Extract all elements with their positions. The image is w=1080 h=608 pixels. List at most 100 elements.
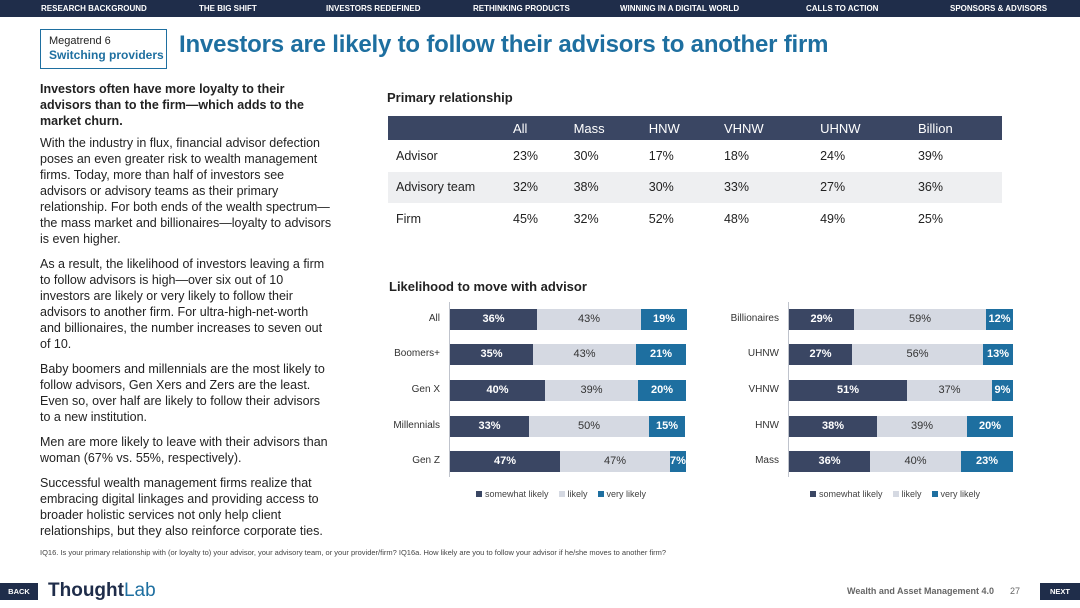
page-number: 27	[1010, 586, 1021, 596]
category-label: Gen Z	[412, 455, 440, 466]
bar-segment-likely: 39%	[545, 380, 638, 401]
megatrend-name: Switching providers	[49, 48, 164, 62]
bar-segment-very-likely: 9%	[992, 380, 1013, 401]
nav-calls-to-action[interactable]: CALLS TO ACTION	[806, 4, 879, 13]
chart-axis-line	[788, 302, 789, 477]
legend-item-somewhat-likely: somewhat likely	[476, 489, 549, 499]
legend-label: somewhat likely	[819, 489, 883, 499]
table-cell: Advisor	[396, 148, 438, 163]
legend-swatch	[810, 491, 816, 497]
table-row: Advisor 23% 30% 17% 18% 24% 39%	[388, 140, 1002, 172]
table-row: Firm 45% 32% 52% 48% 49% 25%	[388, 203, 1002, 235]
logo-text-lab: Lab	[123, 580, 156, 601]
table-cell: Advisory team	[388, 171, 513, 203]
nav-sponsors-advisors[interactable]: SPONSORS & ADVISORS	[950, 4, 1048, 13]
table-cell: 17%	[648, 148, 674, 163]
legend-item-very-likely: very likely	[597, 489, 647, 499]
legend-label: likely	[901, 489, 922, 499]
table-cell: 38%	[573, 171, 649, 203]
bar-segment-likely: 43%	[533, 344, 636, 365]
logo-text-thought: Thought	[48, 580, 124, 601]
category-label: HNW	[755, 420, 779, 431]
nav-research-background[interactable]: RESEARCH BACKGROUND	[41, 4, 147, 13]
table-header-blank	[388, 116, 513, 140]
table-header-mass: Mass	[573, 116, 649, 140]
table-cell: 18%	[723, 148, 749, 163]
table-header-vhnw: VHNW	[723, 116, 821, 140]
megatrend-number: Megatrend 6	[49, 35, 111, 47]
bar-segment-likely: 56%	[852, 344, 983, 365]
bar-segment-very-likely: 12%	[986, 309, 1013, 330]
bar-segment-likely: 40%	[870, 451, 961, 472]
top-navigation: RESEARCH BACKGROUND THE BIG SHIFT INVEST…	[0, 0, 1080, 17]
category-label: Boomers+	[394, 348, 440, 359]
bar-segment-somewhat-likely: 36%	[450, 309, 537, 330]
bar-segment-somewhat-likely: 33%	[450, 416, 529, 437]
table-cell: 27%	[820, 171, 918, 203]
table-header-all: All	[513, 116, 574, 140]
bar-segment-likely: 59%	[854, 309, 986, 330]
legend-label: very likely	[606, 489, 647, 499]
legend-item-very-likely: very likely	[931, 489, 981, 499]
thoughtlab-logo: ThoughtLab	[48, 580, 156, 602]
bar-segment-very-likely: 20%	[638, 380, 686, 401]
footnote: IQ16. Is your primary relationship with …	[40, 548, 667, 557]
nav-investors-redefined[interactable]: INVESTORS REDEFINED	[326, 4, 421, 13]
bar-segment-very-likely: 19%	[641, 309, 687, 330]
bar-segment-somewhat-likely: 51%	[789, 380, 907, 401]
body-paragraph-1: With the industry in flux, financial adv…	[40, 136, 332, 246]
category-label: All	[428, 313, 440, 324]
bar-segment-very-likely: 21%	[636, 344, 686, 365]
table-cell: 48%	[723, 211, 749, 226]
table-cell: 23%	[513, 148, 539, 163]
legend-swatch	[597, 491, 604, 497]
legend-label: somewhat likely	[485, 489, 549, 499]
nav-rethinking-products[interactable]: RETHINKING PRODUCTS	[473, 4, 570, 13]
table-cell: 32%	[573, 211, 599, 226]
bar-segment-likely: 39%	[877, 416, 967, 437]
legend-swatch	[931, 491, 938, 497]
category-label: Gen X	[411, 384, 440, 395]
legend-item-somewhat-likely: somewhat likely	[810, 489, 883, 499]
next-button[interactable]: NEXT	[1040, 583, 1080, 600]
table-cell: 36%	[917, 171, 1002, 203]
body-paragraph-2: As a result, the likelihood of investors…	[40, 257, 325, 351]
nav-the-big-shift[interactable]: THE BIG SHIFT	[199, 4, 257, 13]
table-cell: 39%	[917, 148, 944, 163]
category-label: VHNW	[748, 384, 779, 395]
body-paragraph-4: Men are more likely to leave with their …	[40, 435, 328, 465]
table-cell: 32%	[513, 171, 574, 203]
table-cell: 30%	[573, 148, 599, 163]
chart-axis-line	[449, 302, 450, 477]
legend-item-likely: likely	[892, 489, 922, 499]
table-header-uhnw: UHNW	[820, 116, 918, 140]
table-cell: 30%	[648, 171, 724, 203]
category-label: UHNW	[747, 348, 779, 359]
bar-segment-very-likely: 7%	[670, 451, 686, 472]
back-button[interactable]: BACK	[0, 583, 38, 600]
table-cell: 45%	[513, 211, 539, 226]
table-row: Advisory team 32% 38% 30% 33% 27% 36%	[388, 171, 1002, 203]
primary-relationship-title: Primary relationship	[387, 90, 513, 105]
category-label: Mass	[755, 455, 779, 466]
lead-paragraph: Investors often have more loyalty to the…	[40, 82, 304, 128]
bar-segment-likely: 43%	[537, 309, 641, 330]
category-label: Millennials	[393, 420, 440, 431]
bar-segment-somewhat-likely: 27%	[789, 344, 852, 365]
nav-winning-digital-world[interactable]: WINNING IN A DIGITAL WORLD	[620, 4, 740, 13]
bar-segment-very-likely: 20%	[967, 416, 1013, 437]
legend-label: very likely	[940, 489, 981, 499]
bar-segment-likely: 47%	[560, 451, 670, 472]
legend-item-likely: likely	[558, 489, 588, 499]
legend-swatch	[892, 491, 899, 497]
bar-segment-somewhat-likely: 38%	[789, 416, 877, 437]
likelihood-chart-title: Likelihood to move with advisor	[389, 279, 587, 294]
bar-segment-somewhat-likely: 36%	[789, 451, 870, 472]
chart-legend: somewhat likely likely very likely	[810, 489, 990, 499]
bar-segment-likely: 37%	[907, 380, 992, 401]
table-cell: 33%	[723, 171, 821, 203]
bar-segment-somewhat-likely: 29%	[789, 309, 854, 330]
table-header-billion: Billion	[917, 116, 1002, 140]
table-cell: 25%	[917, 211, 944, 226]
category-label: Billionaires	[730, 313, 779, 324]
